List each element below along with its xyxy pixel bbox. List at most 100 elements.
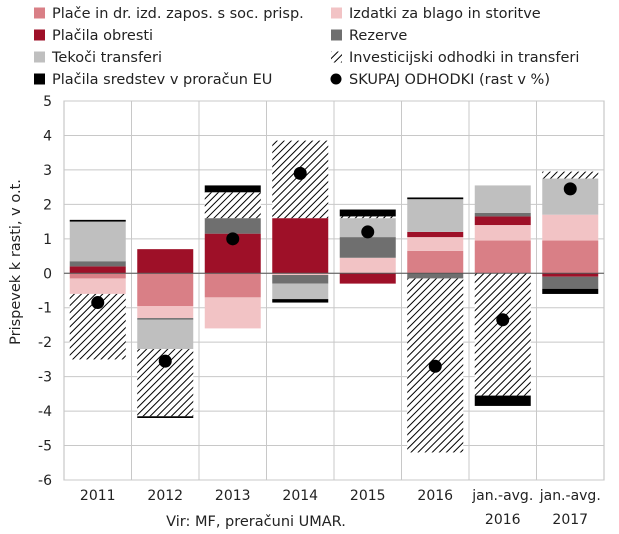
bar-segment xyxy=(272,218,329,274)
y-tick-label: -6 xyxy=(38,473,52,489)
x-tick-label: jan.-avg. xyxy=(539,488,601,504)
legend-swatch xyxy=(331,7,342,19)
legend-marker xyxy=(330,73,342,85)
total-marker xyxy=(293,166,307,180)
bar-segment xyxy=(542,276,599,289)
bar-segment xyxy=(474,225,531,241)
legend-swatch xyxy=(34,29,45,41)
total-marker xyxy=(361,225,375,239)
bar-segment xyxy=(69,266,126,274)
bar-segment xyxy=(339,257,396,274)
x-tick-label: 2011 xyxy=(80,488,116,504)
bar-segment xyxy=(69,261,126,267)
total-marker xyxy=(91,296,105,310)
bar-segment xyxy=(137,416,194,418)
x-tick-label: 2017 xyxy=(552,512,588,528)
y-tick-label: -1 xyxy=(38,301,52,317)
bar-segment xyxy=(204,185,261,193)
legend-item: Plačila sredstev v proračun EU xyxy=(34,72,272,88)
bar-segment xyxy=(474,212,531,217)
legend-item: Tekoči transferi xyxy=(34,50,162,66)
plot-area: -6 -5 -4 -3 -2 -1 0 1 2 3 4 5 2011 2012 2013 2014 2015 20… xyxy=(38,94,605,528)
total-marker xyxy=(428,359,442,373)
bar-segment xyxy=(542,273,599,277)
legend-swatch xyxy=(34,51,45,63)
legend-label: Izdatki za blago in storitve xyxy=(349,6,541,22)
bar-segment xyxy=(137,249,194,274)
legend-label: Plačila obresti xyxy=(52,28,153,44)
bar-segment xyxy=(204,218,261,234)
y-tick-label: -3 xyxy=(38,370,52,386)
y-tick-label: 4 xyxy=(43,128,52,144)
bar-segment xyxy=(474,395,531,406)
bar-segment xyxy=(542,288,599,294)
legend-label: Rezerve xyxy=(349,28,407,44)
total-marker xyxy=(496,313,510,327)
y-tick-label: -4 xyxy=(38,404,52,420)
total-marker xyxy=(158,354,172,368)
bar-segment xyxy=(542,214,599,241)
bar-segment xyxy=(204,273,261,298)
x-tick-label: 2013 xyxy=(215,488,251,504)
legend-item: Plačila obresti xyxy=(34,28,153,44)
bar-segment xyxy=(204,297,261,329)
legend-label: Investicijski odhodki in transferi xyxy=(349,50,579,66)
total-marker xyxy=(226,232,240,246)
bar-segment xyxy=(272,273,329,275)
bar-segment xyxy=(137,273,194,307)
bar-segment xyxy=(474,185,531,213)
bar-segment xyxy=(69,278,126,294)
bar-segment xyxy=(204,192,261,219)
legend: Plače in dr. izd. zapos. s soc. prisp. Iz… xyxy=(34,6,579,88)
legend-swatch xyxy=(34,73,45,85)
bar-segment xyxy=(69,219,126,222)
bar-segment xyxy=(407,250,464,274)
y-tick-label: 2 xyxy=(43,197,52,213)
bar-segment xyxy=(542,240,599,274)
bar-segment xyxy=(137,306,194,319)
bar-segment xyxy=(69,273,126,279)
bar-segment xyxy=(542,171,599,179)
y-tick-label: -2 xyxy=(38,335,52,351)
bar-segment xyxy=(407,197,464,200)
bar-segment xyxy=(474,240,531,274)
y-tick-label: 3 xyxy=(43,163,52,179)
bar-segment xyxy=(474,273,531,396)
legend-item: Izdatki za blago in storitve xyxy=(331,6,541,22)
legend-label: Plačila sredstev v proračun EU xyxy=(52,72,272,88)
x-tick-label: jan.-avg. xyxy=(471,488,533,504)
y-tick-label: 1 xyxy=(43,232,52,248)
bar-segment xyxy=(407,237,464,251)
legend-item: Rezerve xyxy=(331,28,407,44)
x-tick-label: 2014 xyxy=(282,488,318,504)
y-tick-label: 0 xyxy=(43,266,52,282)
bar-segment xyxy=(339,209,396,217)
y-axis-label: Prispevek k rasti, v o.t. xyxy=(8,179,24,345)
bar-segment xyxy=(137,318,194,320)
y-tick-label: 5 xyxy=(43,94,52,110)
bar-segment xyxy=(272,274,329,284)
bar-segment xyxy=(407,231,464,238)
legend-item: Plače in dr. izd. zapos. s soc. prisp. xyxy=(34,6,304,22)
legend-label: Tekoči transferi xyxy=(51,50,162,66)
bar-segment xyxy=(407,199,464,232)
bar-segment xyxy=(474,216,531,226)
x-tick-label: 2015 xyxy=(350,488,386,504)
bar-segment xyxy=(272,299,329,303)
total-marker xyxy=(563,182,577,196)
bar-segment xyxy=(339,216,396,219)
bar-segment xyxy=(339,237,396,258)
legend-swatch xyxy=(34,7,45,19)
legend-label: SKUPAJ ODHODKI (rast v %) xyxy=(349,72,550,88)
x-tick-label: 2016 xyxy=(485,512,521,528)
bar-segment xyxy=(137,319,194,350)
bar-segment xyxy=(339,273,396,284)
legend-item: SKUPAJ ODHODKI (rast v %) xyxy=(330,72,550,88)
bar-segment xyxy=(407,273,464,279)
legend-item: Investicijski odhodki in transferi xyxy=(331,50,579,66)
x-tick-label: 2012 xyxy=(147,488,183,504)
x-tick-label: 2016 xyxy=(417,488,453,504)
legend-swatch xyxy=(331,29,342,41)
bar-segment xyxy=(69,221,126,262)
